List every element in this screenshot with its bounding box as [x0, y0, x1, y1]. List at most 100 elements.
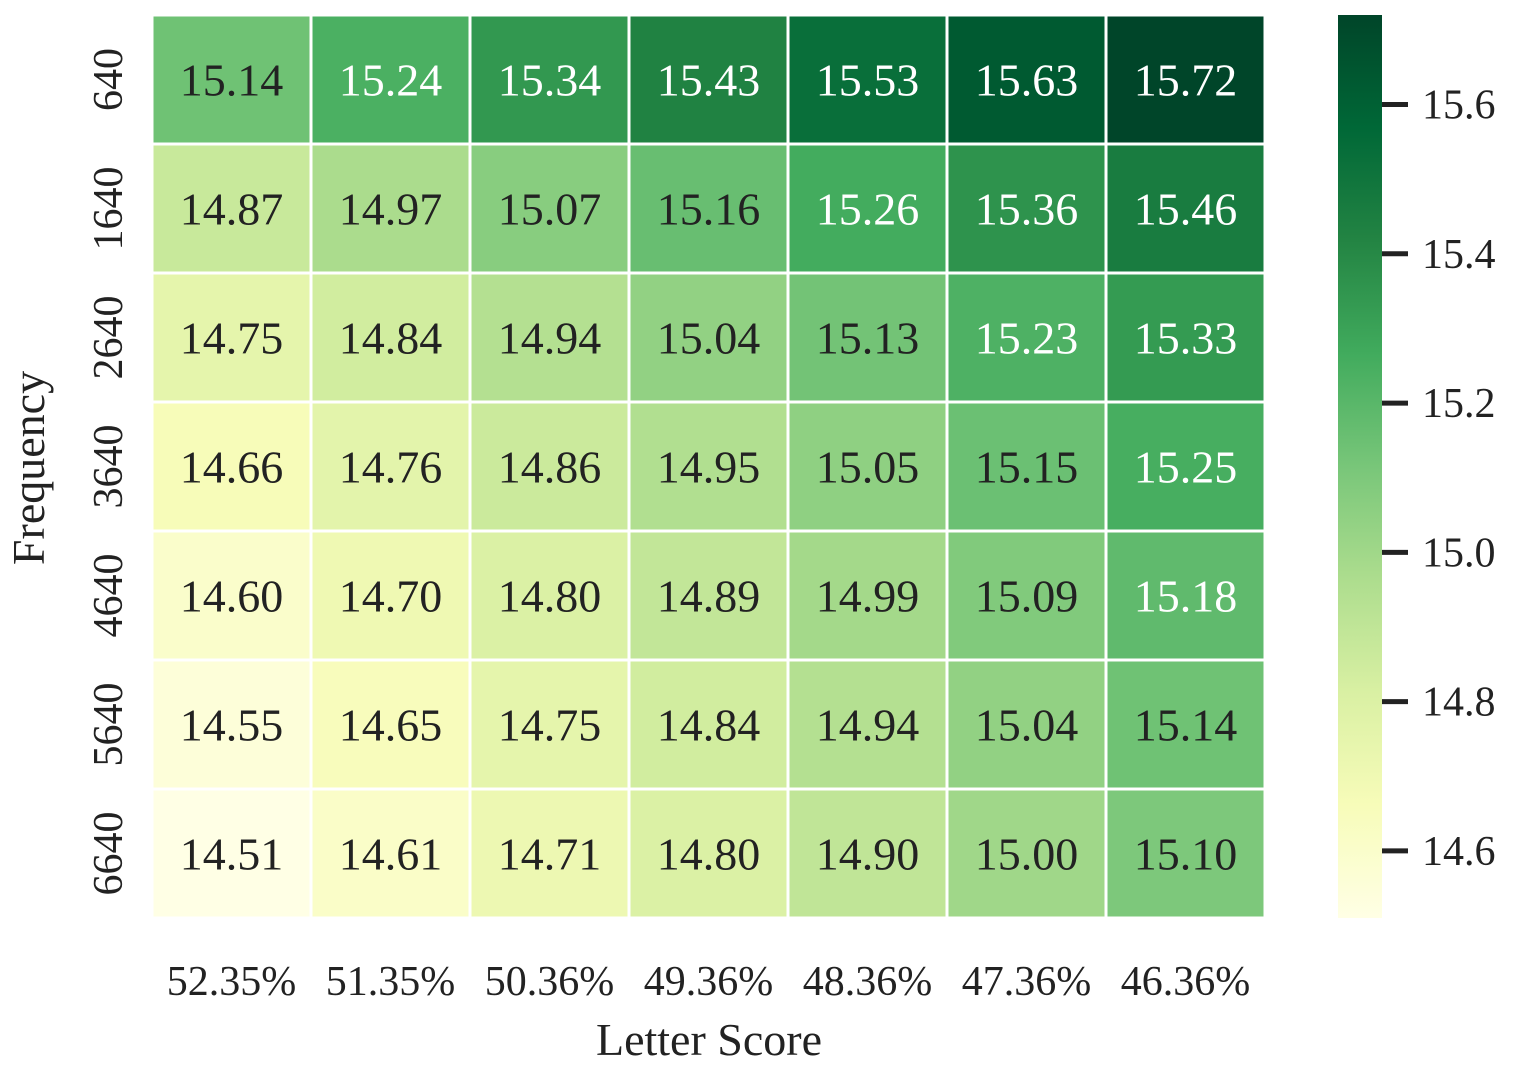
y-tick-label: 6640	[86, 812, 132, 896]
heatmap-cells: 15.14 15.24 15.34 15.43 15.53 15.63 15.72 14.87…	[150, 13, 1267, 920]
cell-value-label: 15.63	[975, 55, 1079, 106]
heatmap-cell	[150, 142, 313, 275]
colorbar-tick-label: 15.4	[1422, 232, 1496, 278]
cell-value-label: 15.15	[975, 442, 1079, 493]
cell-value-label: 14.55	[180, 700, 284, 751]
cell-value-label: 15.33	[1134, 313, 1238, 364]
heatmap-cell	[468, 787, 631, 920]
cell-value-label: 15.13	[816, 313, 920, 364]
cell-value-label: 15.26	[816, 184, 920, 235]
cell-value-label: 14.86	[498, 442, 602, 493]
heatmap-cell	[786, 658, 949, 791]
heatmap-cell	[945, 787, 1108, 920]
heatmap-cell	[945, 271, 1108, 404]
y-tick-labels: 640 1640 2640 3640 4640 5640 6640	[86, 48, 132, 896]
heatmap-cell	[309, 400, 472, 533]
colorbar-tick-label: 15.0	[1422, 530, 1496, 576]
heatmap-cell	[1104, 787, 1267, 920]
cell-value-label: 15.46	[1134, 184, 1238, 235]
cell-value-label: 14.84	[657, 700, 761, 751]
colorbar-tick-label: 14.8	[1422, 680, 1496, 726]
cell-value-label: 14.75	[498, 700, 602, 751]
heatmap-cell	[309, 13, 472, 146]
heatmap-cell	[786, 787, 949, 920]
colorbar-tick-label: 14.6	[1422, 829, 1496, 875]
cell-value-label: 14.99	[816, 571, 920, 622]
cell-value-label: 15.25	[1134, 442, 1238, 493]
y-tick-label: 1640	[86, 167, 132, 251]
cell-value-label: 14.90	[816, 829, 920, 880]
heatmap-cell	[309, 271, 472, 404]
cell-value-label: 15.09	[975, 571, 1079, 622]
heatmap-cell	[150, 787, 313, 920]
cell-value-label: 14.89	[657, 571, 761, 622]
cell-value-label: 14.97	[339, 184, 443, 235]
cell-value-label: 15.24	[339, 55, 443, 106]
y-tick-label: 5640	[86, 683, 132, 767]
cell-value-label: 14.71	[498, 829, 602, 880]
cell-value-label: 14.80	[657, 829, 761, 880]
y-tick-label: 4640	[86, 554, 132, 638]
heatmap-cell	[1104, 142, 1267, 275]
cell-value-label: 15.05	[816, 442, 920, 493]
heatmap-cell	[309, 658, 472, 791]
heatmap-cell	[627, 658, 790, 791]
colorbar-tick-label: 15.6	[1422, 83, 1496, 129]
x-tick-label: 52.35%	[167, 959, 297, 1005]
cell-value-label: 15.43	[657, 55, 761, 106]
cell-value-label: 15.16	[657, 184, 761, 235]
heatmap-cell	[627, 271, 790, 404]
cell-value-label: 15.23	[975, 313, 1079, 364]
heatmap-cell	[150, 13, 313, 146]
heatmap-cell	[150, 400, 313, 533]
cell-value-label: 14.51	[180, 829, 284, 880]
cell-value-label: 14.66	[180, 442, 284, 493]
heatmap-cell	[150, 658, 313, 791]
cell-value-label: 14.70	[339, 571, 443, 622]
cell-value-label: 15.10	[1134, 829, 1238, 880]
heatmap-cell	[945, 400, 1108, 533]
colorbar-ticks: 14.6 14.8 15.0 15.2 15.4 15.6	[1382, 83, 1496, 875]
heatmap-cell	[1104, 400, 1267, 533]
cell-value-label: 15.14	[1134, 700, 1238, 751]
y-tick-label: 2640	[86, 296, 132, 380]
heatmap-cell	[1104, 271, 1267, 404]
cell-value-label: 14.94	[498, 313, 602, 364]
heatmap-cell	[786, 142, 949, 275]
cell-value-label: 15.34	[498, 55, 602, 106]
heatmap-cell	[627, 787, 790, 920]
cell-value-label: 14.95	[657, 442, 761, 493]
cell-value-label: 15.04	[657, 313, 761, 364]
x-tick-label: 46.36%	[1121, 959, 1251, 1005]
x-axis-label: Letter Score	[596, 1014, 822, 1065]
colorbar	[1338, 15, 1382, 918]
cell-value-label: 14.94	[816, 700, 920, 751]
heatmap-cell	[150, 529, 313, 662]
x-tick-label: 47.36%	[962, 959, 1092, 1005]
y-tick-label: 3640	[86, 425, 132, 509]
y-tick-label: 640	[86, 48, 132, 111]
cell-value-label: 14.84	[339, 313, 443, 364]
heatmap-cell	[1104, 658, 1267, 791]
heatmap-cell	[468, 142, 631, 275]
cell-value-label: 15.07	[498, 184, 602, 235]
cell-value-label: 14.76	[339, 442, 443, 493]
cell-value-label: 14.61	[339, 829, 443, 880]
cell-value-label: 15.04	[975, 700, 1079, 751]
colorbar-tick-label: 15.2	[1422, 381, 1496, 427]
cell-value-label: 15.36	[975, 184, 1079, 235]
heatmap-cell	[945, 13, 1108, 146]
heatmap-cell	[786, 271, 949, 404]
cell-value-label: 14.80	[498, 571, 602, 622]
heatmap-cell	[468, 529, 631, 662]
x-tick-label: 49.36%	[644, 959, 774, 1005]
y-axis-label: Frequency	[3, 371, 54, 565]
x-tick-label: 51.35%	[326, 959, 456, 1005]
x-tick-labels: 52.35% 51.35% 50.36% 49.36% 48.36% 47.36% 46.3…	[167, 959, 1251, 1005]
cell-value-label: 14.60	[180, 571, 284, 622]
cell-value-label: 15.53	[816, 55, 920, 106]
cell-value-label: 14.65	[339, 700, 443, 751]
heatmap-cell	[468, 271, 631, 404]
x-tick-label: 48.36%	[803, 959, 933, 1005]
